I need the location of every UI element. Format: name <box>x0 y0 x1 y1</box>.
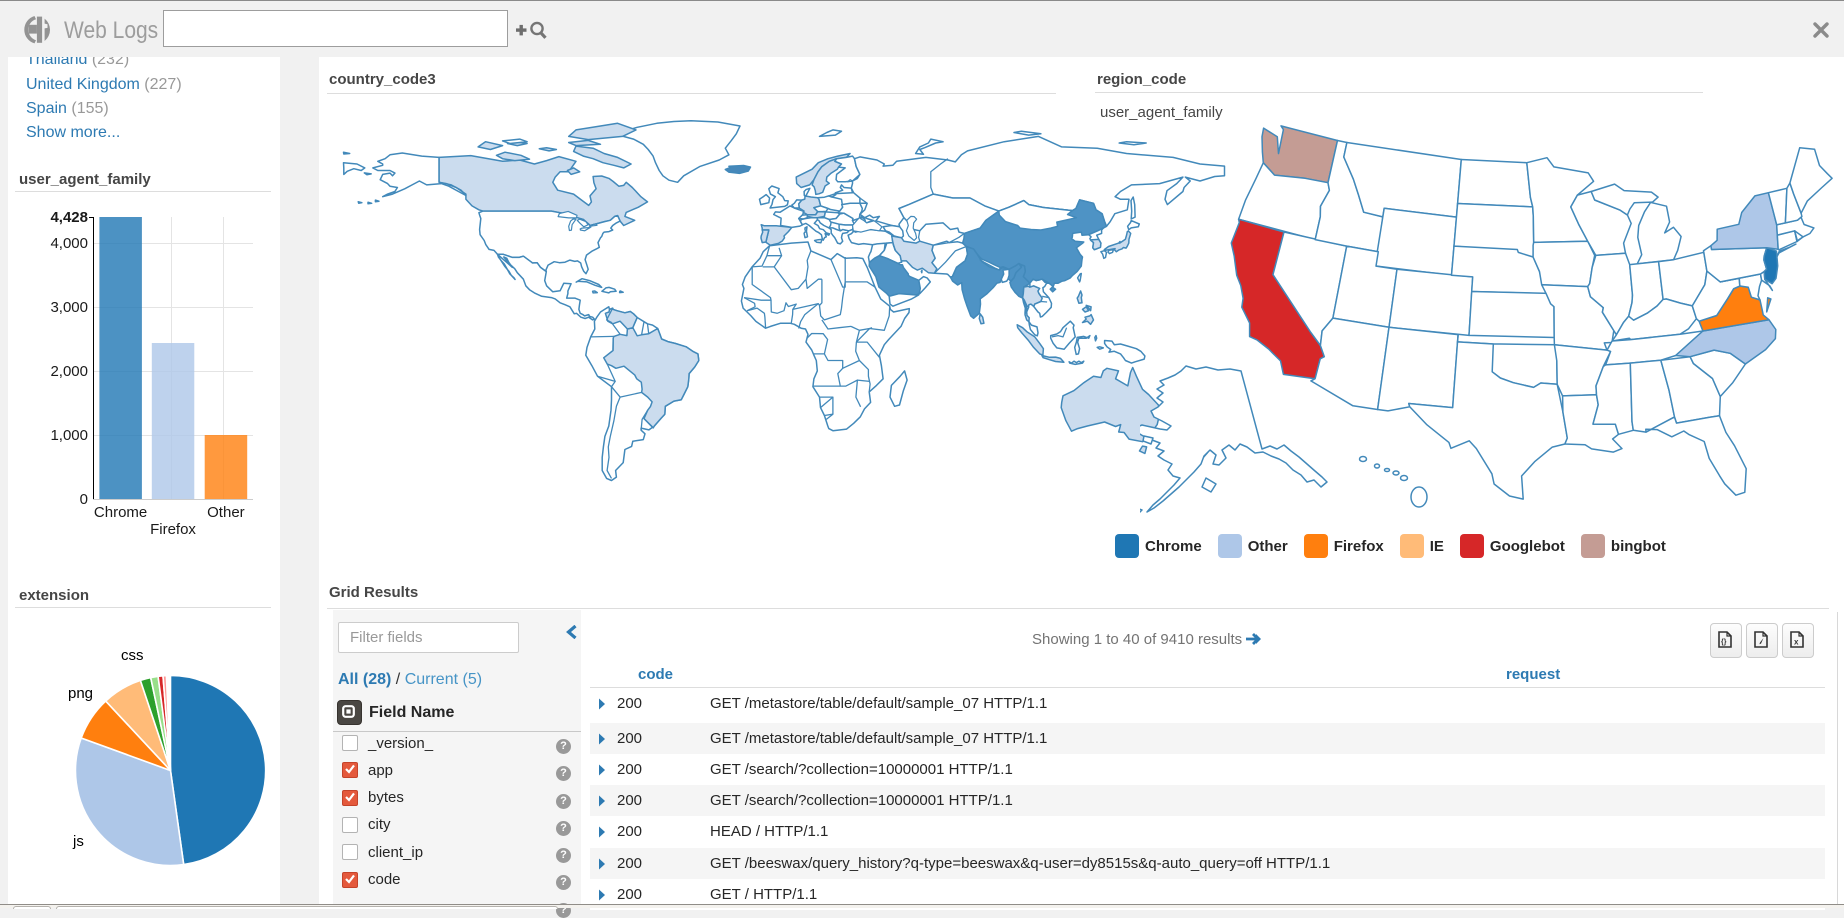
svg-text:x: x <box>1794 638 1799 647</box>
svg-text:Firefox: Firefox <box>150 521 196 538</box>
svg-text:{}: {} <box>1721 639 1727 646</box>
svg-text:1,000: 1,000 <box>50 427 88 444</box>
svg-text:Other: Other <box>207 504 245 521</box>
svg-text:4,428: 4,428 <box>50 209 88 226</box>
svg-text:2,000: 2,000 <box>50 363 88 380</box>
svg-text:0: 0 <box>80 491 88 508</box>
svg-text:3,000: 3,000 <box>50 299 88 316</box>
svg-text:Chrome: Chrome <box>94 504 147 521</box>
svg-text:4,000: 4,000 <box>50 235 88 252</box>
